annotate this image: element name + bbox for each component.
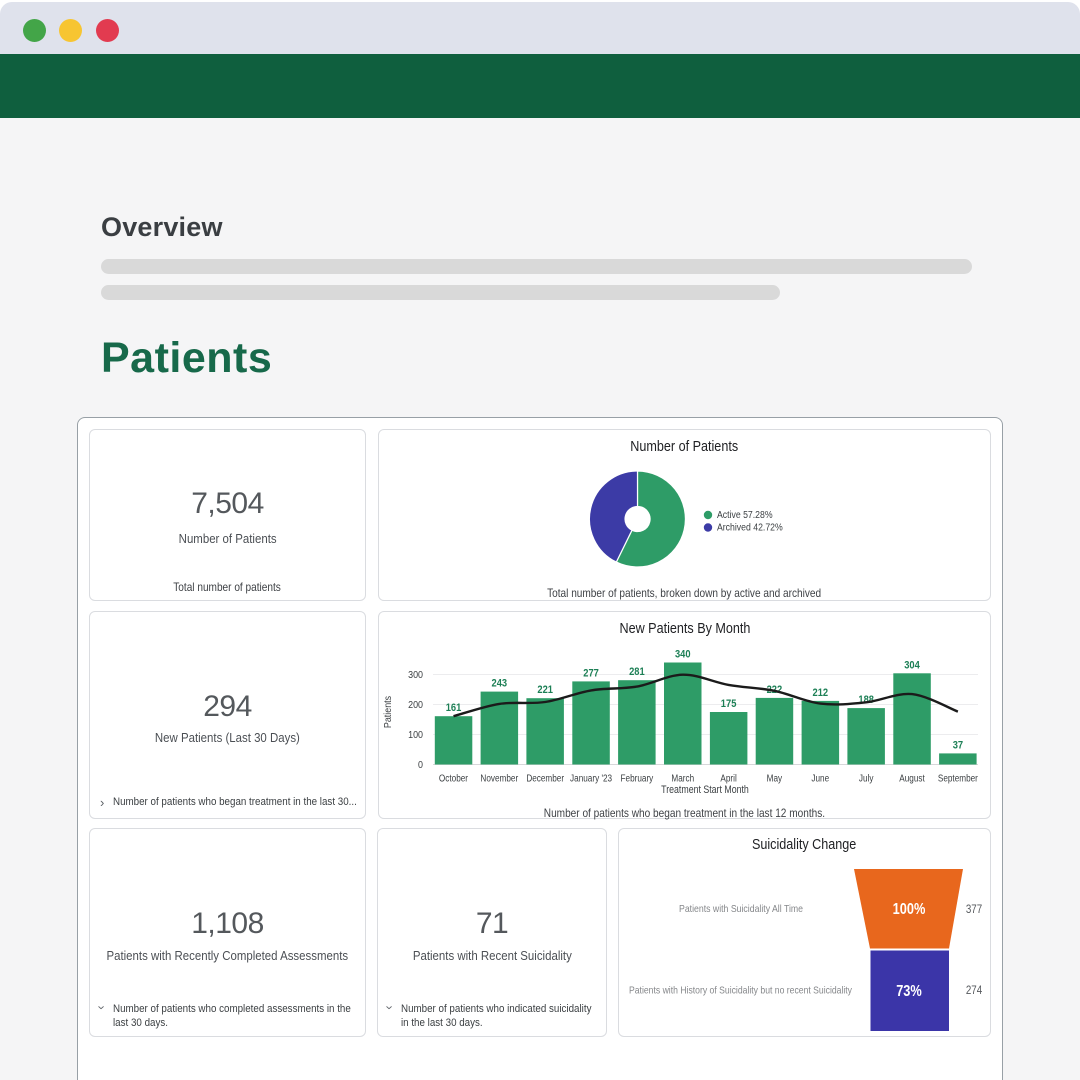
svg-text:100: 100 [408,729,423,741]
svg-text:January '23: January '23 [570,771,612,783]
svg-text:161: 161 [446,703,462,715]
svg-text:February: February [621,771,654,783]
svg-text:October: October [439,771,468,783]
svg-text:Patients: Patients [382,696,394,728]
svg-text:73%: 73% [896,983,922,1001]
svg-text:0: 0 [418,759,423,771]
svg-text:May: May [767,771,783,783]
svg-text:March: March [671,771,694,783]
svg-text:Treatment Start Month: Treatment Start Month [661,784,749,796]
svg-text:Patients with Suicidality All: Patients with Suicidality All Time [679,903,803,915]
svg-text:November: November [480,771,518,783]
svg-text:200: 200 [408,699,423,711]
svg-text:Patients with History of Suici: Patients with History of Suicidality but… [629,985,853,997]
svg-text:243: 243 [492,678,508,690]
svg-text:June: June [811,771,829,783]
svg-text:37: 37 [953,740,964,752]
svg-text:September: September [938,771,978,783]
svg-text:188: 188 [858,694,874,706]
svg-text:212: 212 [813,687,829,699]
svg-text:Active 57.28%: Active 57.28% [717,509,773,521]
svg-text:175: 175 [721,698,737,710]
svg-text:100%: 100% [893,901,926,919]
svg-text:Archived 42.72%: Archived 42.72% [717,522,783,534]
svg-text:281: 281 [629,667,645,679]
svg-text:377: 377 [966,903,982,916]
svg-text:December: December [526,771,564,783]
svg-text:July: July [859,771,874,783]
svg-text:August: August [899,771,925,783]
svg-text:277: 277 [583,668,599,680]
svg-text:April: April [720,771,736,783]
svg-text:300: 300 [408,669,423,681]
svg-text:221: 221 [537,685,553,697]
svg-text:340: 340 [675,649,691,661]
svg-text:274: 274 [966,984,982,997]
svg-text:304: 304 [904,660,920,672]
